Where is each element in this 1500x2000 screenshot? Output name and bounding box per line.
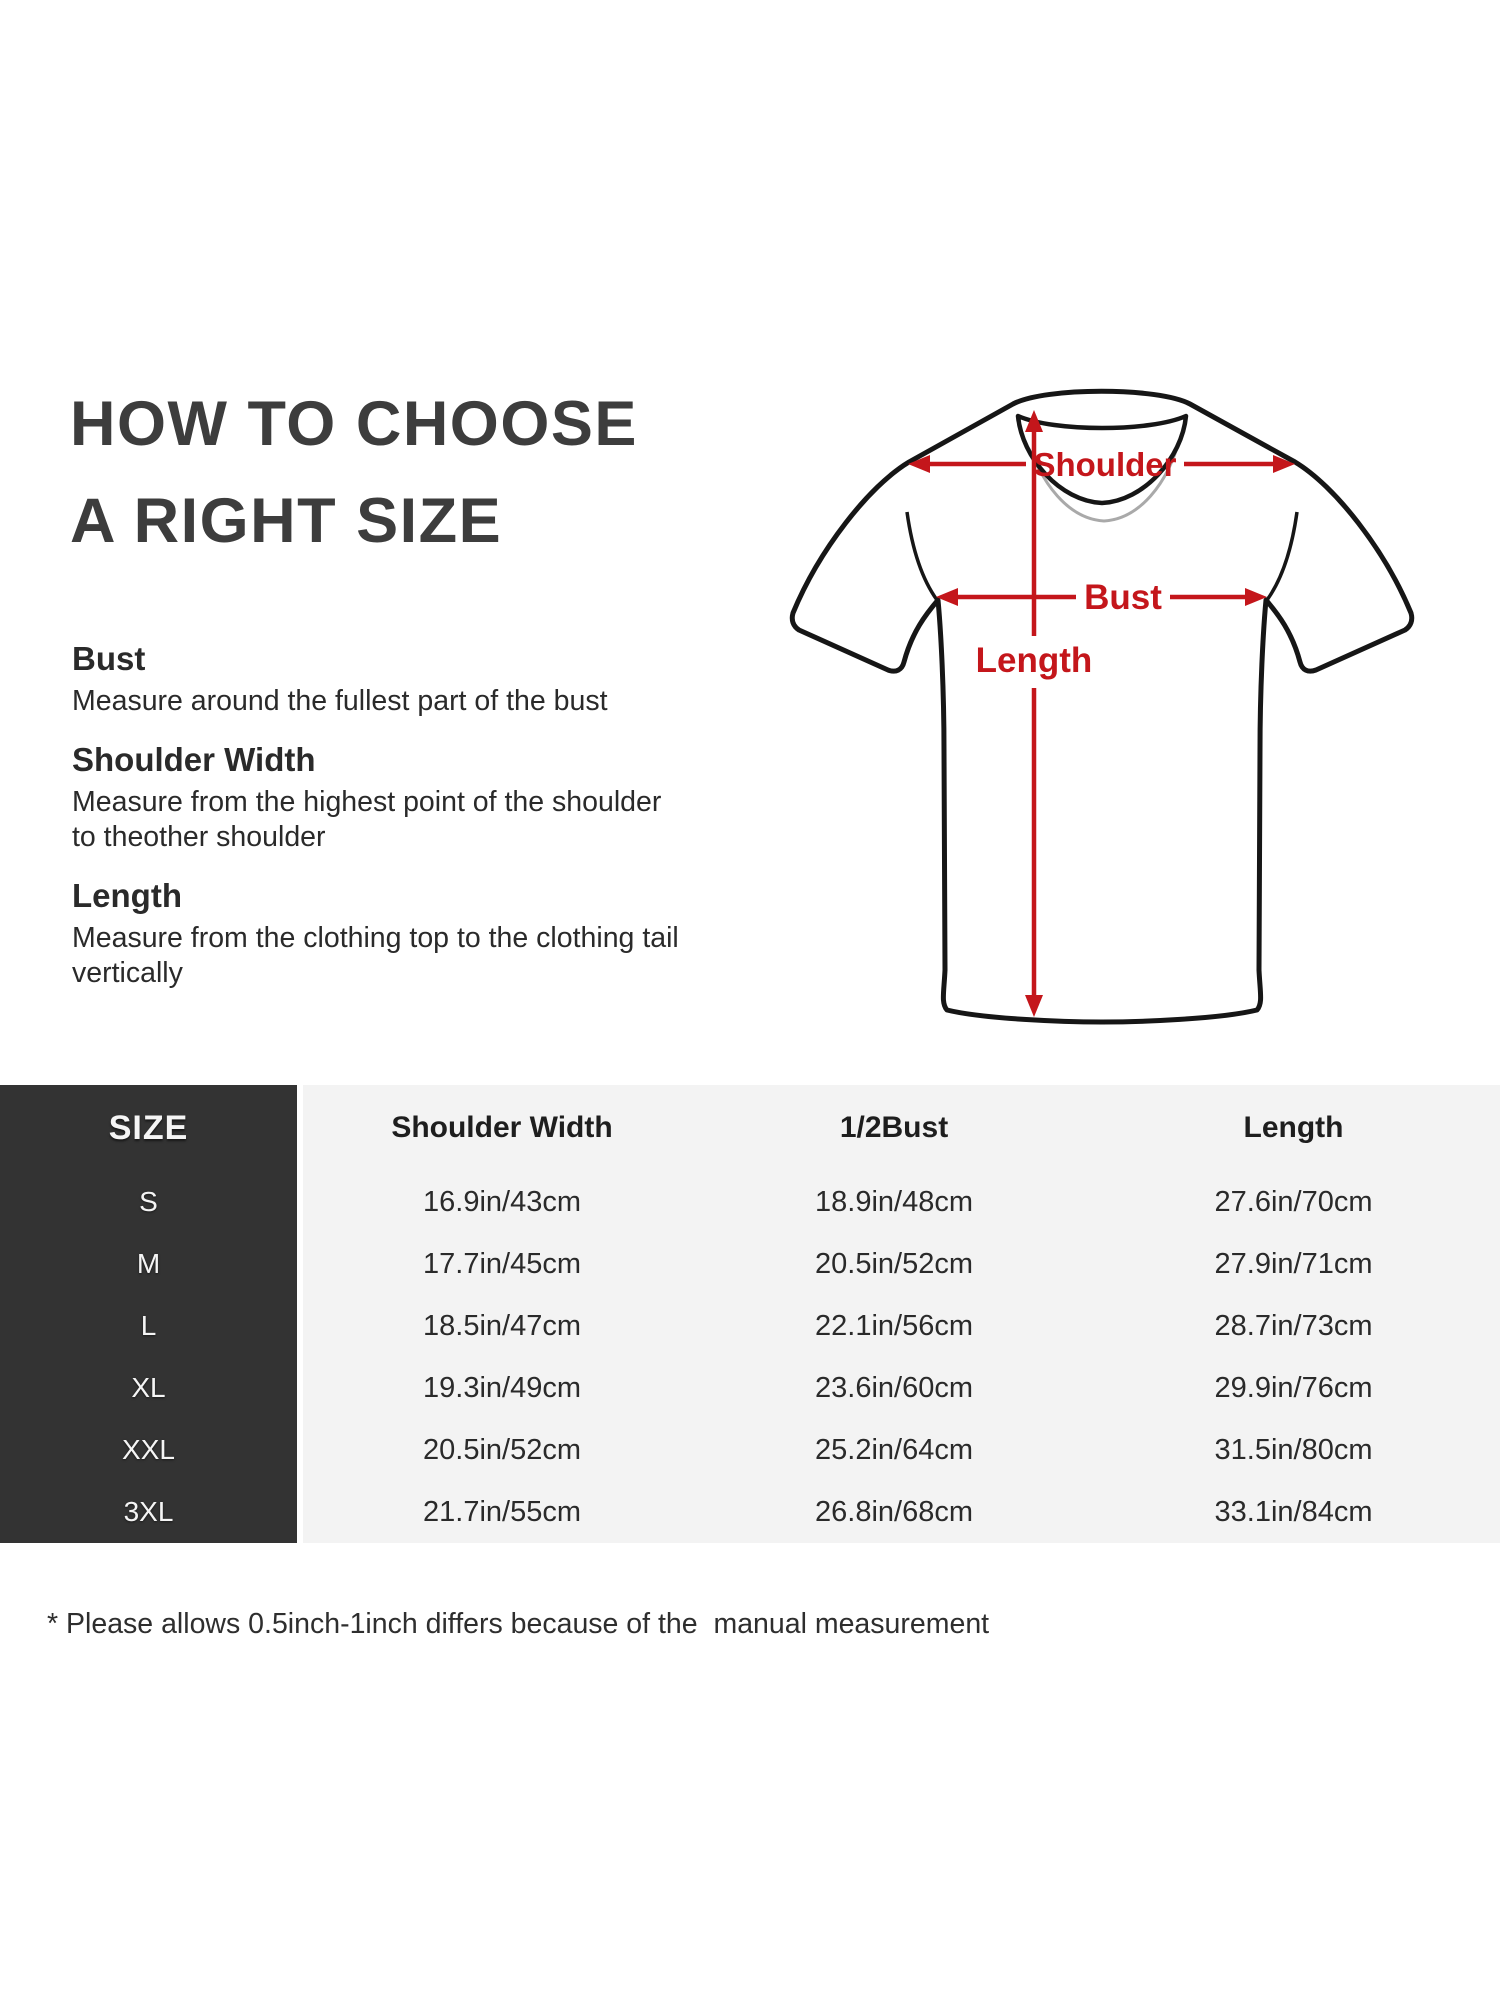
- cell-xxl-bust: 25.2in/64cm: [815, 1433, 973, 1466]
- page-title-line1: HOW TO CHOOSE: [70, 389, 638, 459]
- length-arrow: [1025, 410, 1043, 1017]
- cell-3xl-shoulder: 21.7in/55cm: [423, 1495, 581, 1528]
- bust-arrow: [936, 588, 1267, 606]
- cell-xl-length: 29.9in/76cm: [1214, 1371, 1373, 1404]
- length-arrow-label: Length: [976, 641, 1093, 680]
- instruction-shoulder-text: Measure from the highest point of the sh…: [72, 786, 662, 853]
- instruction-bust-text: Measure around the fullest part of the b…: [72, 685, 608, 717]
- cell-s-length: 27.6in/70cm: [1214, 1185, 1373, 1218]
- cell-m-length: 27.9in/71cm: [1214, 1247, 1373, 1280]
- size-label-xxl: XXL: [122, 1434, 175, 1465]
- tshirt-diagram: Shoulder Bust Length: [789, 388, 1415, 1025]
- size-label-m: M: [136, 1248, 161, 1279]
- cell-m-shoulder: 17.7in/45cm: [423, 1247, 581, 1280]
- page-title-line2: A RIGHT SIZE: [70, 486, 503, 556]
- column-header-length: Length: [1243, 1111, 1344, 1144]
- measurement-disclaimer: * Please allows 0.5inch-1inch differs be…: [47, 1608, 990, 1640]
- cell-xxl-length: 31.5in/80cm: [1214, 1433, 1373, 1466]
- size-column-header: SIZE: [108, 1108, 189, 1147]
- size-label-3xl: 3XL: [123, 1496, 174, 1527]
- collar-shadow: [1023, 431, 1183, 523]
- size-label-xl: XL: [131, 1372, 166, 1403]
- cell-l-shoulder: 18.5in/47cm: [423, 1309, 581, 1342]
- cell-m-bust: 20.5in/52cm: [815, 1247, 973, 1280]
- tshirt-outline: [789, 388, 1415, 1025]
- left-sleeve-seam: [905, 511, 939, 602]
- cell-xxl-shoulder: 20.5in/52cm: [423, 1433, 581, 1466]
- bust-arrow-label: Bust: [1084, 578, 1162, 617]
- column-header-shoulder-width: Shoulder Width: [391, 1111, 613, 1144]
- page-title: HOW TO CHOOSE A RIGHT SIZE: [70, 376, 638, 570]
- shoulder-arrow: [908, 455, 1295, 473]
- size-table-panel: Shoulder Width 1/2Bust Length 16.9in/43c…: [303, 1085, 1500, 1543]
- cell-l-length: 28.7in/73cm: [1214, 1309, 1373, 1342]
- size-label-l: L: [140, 1310, 157, 1341]
- cell-xl-bust: 23.6in/60cm: [815, 1371, 973, 1404]
- cell-l-bust: 22.1in/56cm: [815, 1309, 973, 1342]
- instruction-bust: Bust Measure around the fullest part of …: [72, 640, 692, 719]
- cell-s-shoulder: 16.9in/43cm: [423, 1185, 581, 1218]
- instruction-shoulder-width: Shoulder Width Measure from the highest …: [72, 741, 692, 855]
- shoulder-arrow-label: Shoulder: [1033, 446, 1176, 483]
- instruction-length-heading: Length: [72, 877, 182, 914]
- instruction-shoulder-heading: Shoulder Width: [72, 741, 316, 778]
- collar-opening: [1015, 413, 1189, 506]
- instruction-length: Length Measure from the clothing top to …: [72, 877, 692, 991]
- column-header-half-bust: 1/2Bust: [839, 1111, 949, 1144]
- size-table: SIZE S M L XL XXL 3XL Shoulder Width 1/2…: [0, 1085, 1500, 1543]
- cell-3xl-bust: 26.8in/68cm: [815, 1495, 973, 1528]
- cell-xl-shoulder: 19.3in/49cm: [423, 1371, 581, 1404]
- measurement-instructions: Bust Measure around the fullest part of …: [72, 640, 692, 1013]
- instruction-bust-heading: Bust: [72, 640, 146, 677]
- instruction-length-text: Measure from the clothing top to the clo…: [72, 922, 679, 989]
- right-sleeve-seam: [1265, 511, 1299, 602]
- cell-s-bust: 18.9in/48cm: [815, 1185, 973, 1218]
- cell-3xl-length: 33.1in/84cm: [1214, 1495, 1373, 1528]
- size-column: SIZE S M L XL XXL 3XL: [0, 1085, 297, 1543]
- size-label-s: S: [139, 1186, 158, 1217]
